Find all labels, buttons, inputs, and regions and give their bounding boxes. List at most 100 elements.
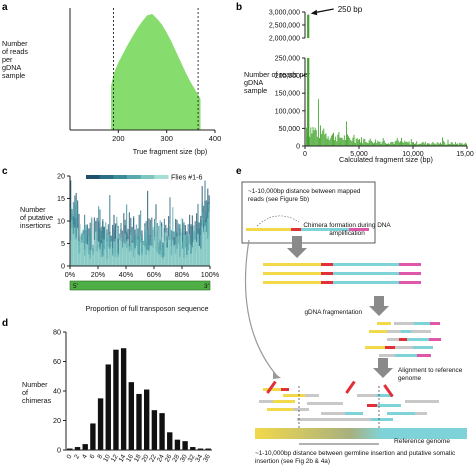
read-segment (321, 281, 333, 284)
read-segment (430, 322, 440, 325)
insertion-bar (96, 251, 98, 266)
insertion-bar (91, 216, 93, 266)
read-segment (387, 338, 399, 341)
histogram-bar (355, 138, 357, 146)
insertion-bar (161, 237, 163, 266)
histogram-bar (403, 142, 405, 146)
read-segment (263, 388, 281, 391)
insertion-bar (144, 225, 146, 266)
histogram-bar (325, 133, 327, 146)
chimera-bar (143, 389, 150, 450)
read-segment (283, 394, 305, 397)
read-segment (399, 263, 421, 266)
insertion-bar (205, 232, 207, 266)
histogram-bar (416, 141, 418, 146)
chimera-bar (167, 432, 173, 450)
read-segment (407, 338, 429, 341)
histogram-bar (320, 125, 321, 146)
histogram-bar (357, 139, 359, 146)
histogram-bar (427, 143, 428, 146)
insertion-bar (98, 241, 100, 266)
histogram-bar (351, 141, 353, 146)
histogram-bar (311, 133, 313, 146)
histogram-bar (317, 99, 319, 146)
insertion-bar (155, 219, 157, 266)
insertion-bar (88, 254, 90, 266)
chimera-bar (113, 349, 119, 450)
reference-genome-bar (255, 428, 467, 439)
histogram-bar (457, 143, 459, 146)
read-segment (259, 400, 273, 403)
insertion-bar (179, 235, 181, 266)
x-tick-label: 10,000 (402, 151, 424, 158)
histogram-bar (354, 142, 356, 146)
read-segment (415, 412, 427, 415)
histogram-bar (402, 141, 404, 146)
read-segment (377, 404, 401, 407)
histogram-bar (315, 130, 317, 146)
panel-a-ylabel-line: of reads (2, 47, 28, 56)
legend-color-swatch (127, 175, 142, 179)
histogram-bar (460, 143, 462, 146)
x-tick-label: 80% (175, 270, 190, 279)
insertion-bar (158, 234, 160, 266)
insertion-bar (207, 238, 209, 266)
insertion-bar (102, 257, 104, 266)
histogram-bar (324, 134, 326, 146)
insertion-bar (106, 259, 108, 266)
panel-a-letter: a (2, 2, 8, 13)
histogram-bar (417, 144, 419, 146)
strip-five-prime: 5' (73, 283, 78, 290)
read-segment (405, 400, 425, 403)
histogram-bar (348, 136, 350, 146)
insertion-bar (121, 247, 123, 266)
x-tick-label: 24 (156, 453, 166, 463)
annotation-arrow-head (310, 9, 318, 16)
panel-c-chart: Flies #1-6 0 5 10 15 20 0% 20% 40% 60% 80% 100% 5' 3' (57, 172, 220, 291)
x-tick-label: 8 (96, 453, 104, 460)
histogram-bar (409, 144, 411, 146)
insertion-bar (88, 235, 90, 266)
read-segment (333, 263, 399, 266)
curved-arrow (244, 239, 278, 377)
y-tick-label: 200,000 (275, 73, 300, 80)
histogram-bar (461, 143, 463, 146)
read-segment (371, 418, 393, 421)
histogram-bar (407, 142, 409, 146)
panel-b-xlabel: Calculated fragment size (bp) (339, 155, 433, 164)
histogram-bar (462, 144, 464, 146)
read-segment (347, 418, 371, 421)
chimera-bar (74, 447, 81, 450)
read-segment (394, 322, 414, 325)
insertion-bar (134, 248, 136, 266)
distance-bracket (256, 215, 300, 227)
insertion-bar (152, 248, 154, 266)
y-tick-label: 2,000,000 (269, 36, 300, 43)
insertion-bar (75, 239, 77, 266)
panel-b-ylabel-line: sample (244, 86, 268, 95)
histogram-bar (405, 141, 407, 146)
histogram-bar (450, 142, 452, 146)
x-tick-label: 100% (201, 270, 220, 279)
read-segment (293, 408, 309, 411)
y-tick-label: 0 (57, 446, 61, 455)
panel-e-ref-label: Reference genome (394, 438, 451, 445)
insertion-bar (163, 256, 165, 266)
panel-d-letter: d (2, 318, 9, 329)
histogram-bar (360, 142, 361, 146)
insertion-bar (201, 226, 203, 266)
insertion-bar (200, 248, 202, 266)
histogram-bar (432, 141, 434, 146)
histogram-bar (459, 142, 461, 146)
histogram-bar (420, 143, 422, 146)
read-segment (263, 263, 321, 266)
panel-c-ylabel-line: insertions (20, 221, 51, 230)
histogram-bar (366, 142, 368, 146)
insertion-bar (123, 213, 125, 266)
histogram-bar (400, 141, 401, 146)
histogram-bar (350, 140, 352, 146)
read-segment (307, 402, 327, 405)
read-segment (399, 272, 421, 275)
insertion-bar (78, 253, 80, 266)
insertion-bar (133, 242, 135, 266)
